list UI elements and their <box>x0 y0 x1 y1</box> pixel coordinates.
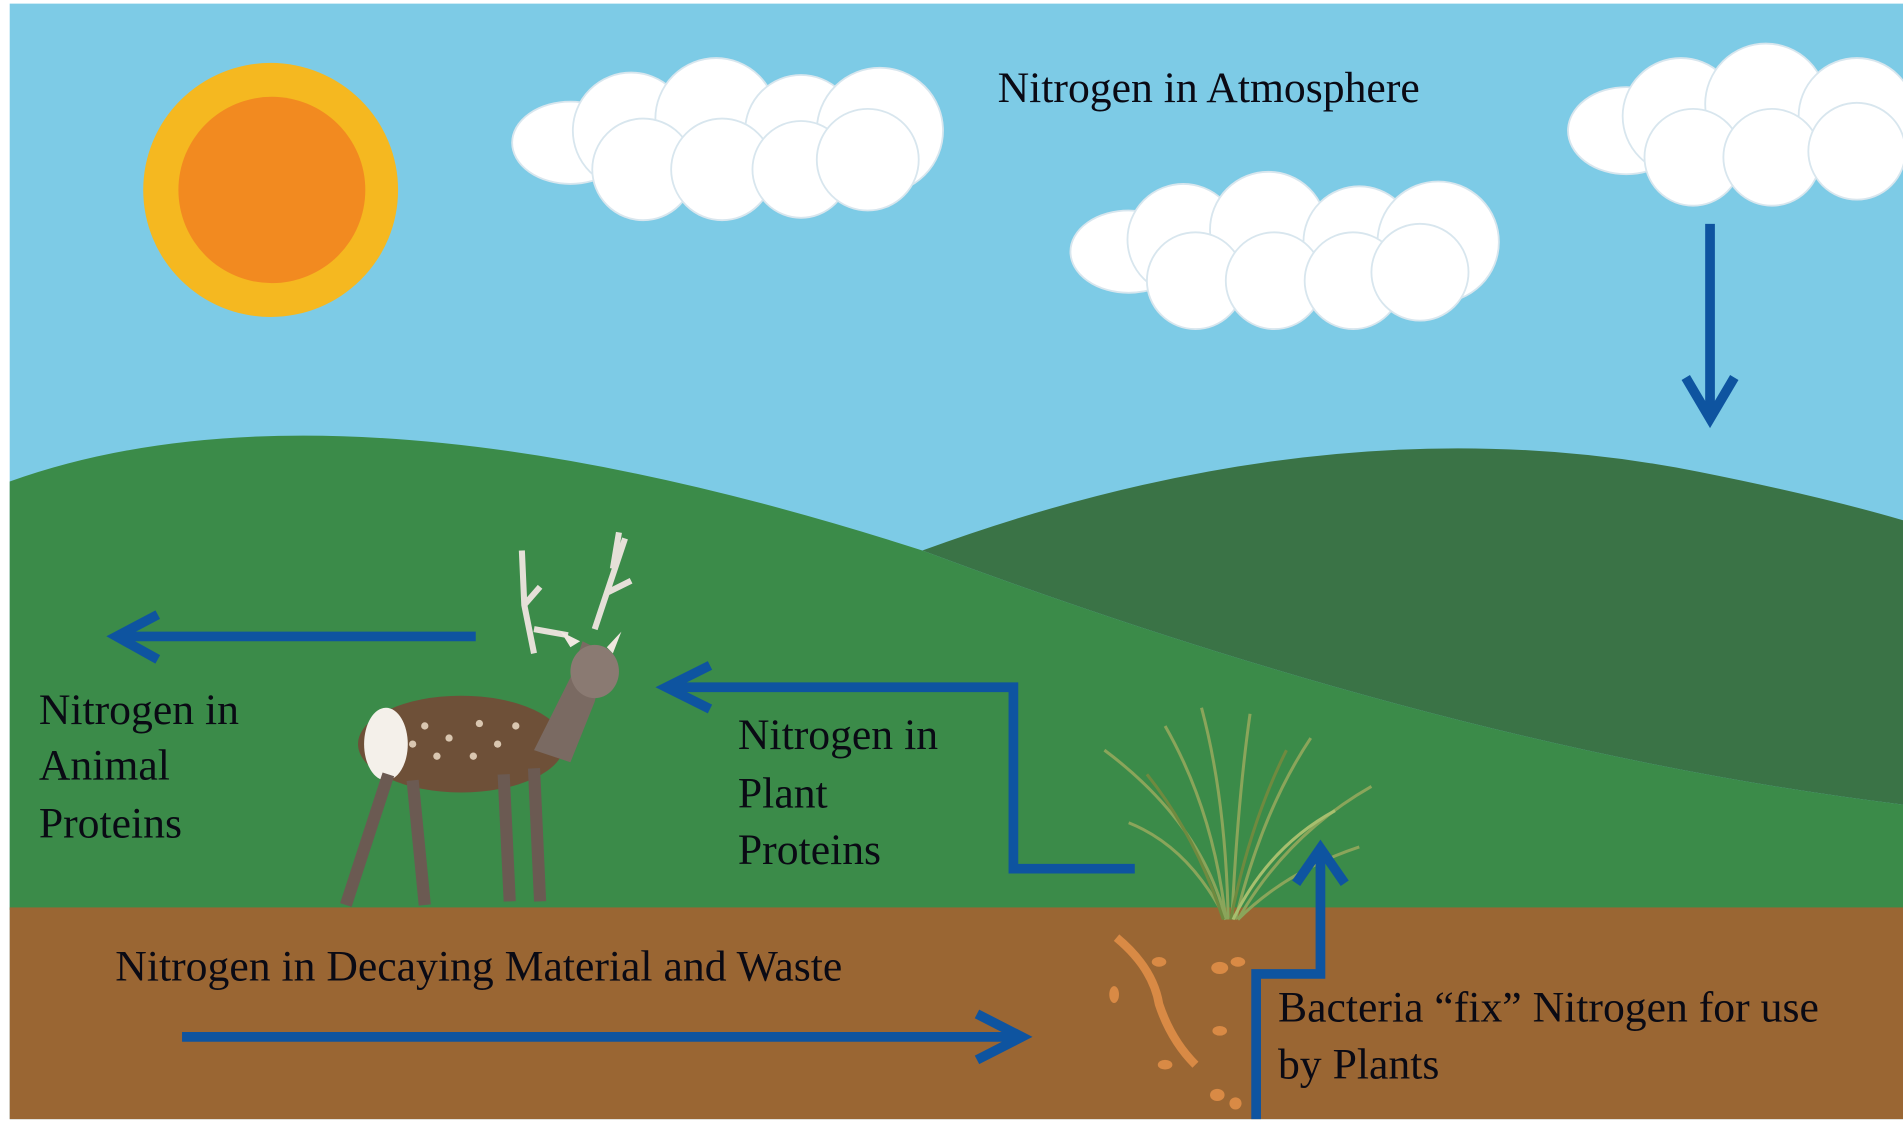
label: Nitrogen in <box>738 711 938 759</box>
label: Proteins <box>39 800 182 848</box>
label: Nitrogen in <box>39 686 239 734</box>
title: Nitrogen in Atmosphere <box>998 64 1420 112</box>
label: Plant <box>738 769 828 817</box>
label: Nitrogen in Decaying Material and Waste <box>115 942 842 990</box>
sun <box>143 63 398 317</box>
nitrogen-cycle-diagram: Nitrogen in Atmosphere Nitrogen in Anima… <box>0 0 1903 1124</box>
label: Bacteria “fix” Nitrogen for use <box>1278 984 1819 1032</box>
label: Proteins <box>738 826 881 874</box>
label: Animal <box>39 742 170 790</box>
label: by Plants <box>1278 1040 1439 1088</box>
